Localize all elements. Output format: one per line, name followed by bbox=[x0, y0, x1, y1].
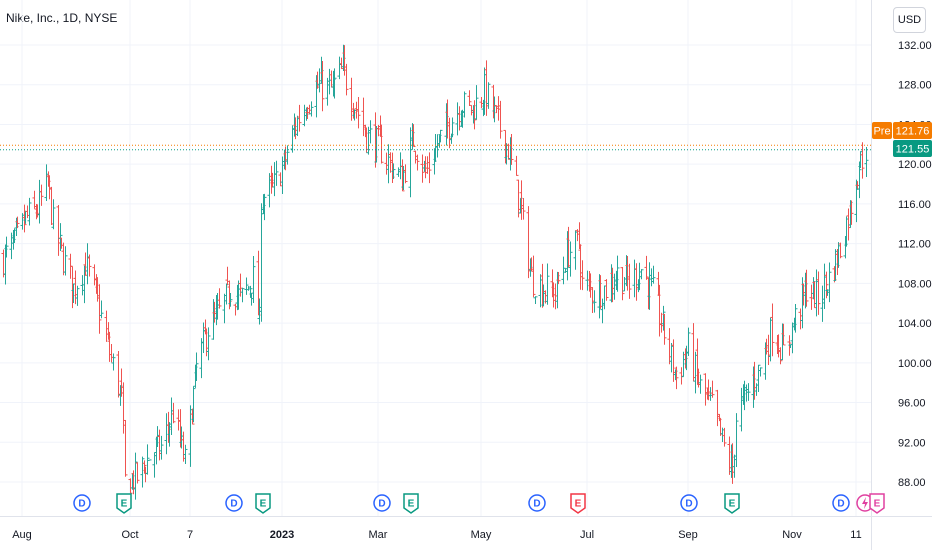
x-tick-label: 11 bbox=[850, 529, 861, 541]
lightning-icon bbox=[862, 497, 868, 509]
dividend-marker-icon[interactable] bbox=[680, 494, 698, 512]
dividend-marker-letter: D bbox=[230, 499, 237, 510]
y-tick-label: 132.00 bbox=[898, 40, 932, 52]
earnings-marker-icon[interactable] bbox=[869, 493, 885, 514]
y-tick-label: 104.00 bbox=[898, 318, 932, 330]
last-price-label: 121.55 bbox=[896, 144, 930, 156]
x-tick-label: Oct bbox=[121, 529, 138, 541]
dividend-marker-letter: D bbox=[837, 499, 844, 510]
currency-button[interactable]: USD bbox=[893, 7, 926, 33]
x-tick-label: Jul bbox=[580, 529, 594, 541]
y-tick-label: 92.00 bbox=[898, 437, 926, 449]
earnings-marker-letter: E bbox=[874, 499, 881, 510]
x-tick-label: 2023 bbox=[270, 529, 294, 541]
earnings-marker-letter: E bbox=[575, 499, 582, 510]
earnings-marker-icon[interactable] bbox=[116, 493, 132, 514]
dividend-marker-icon[interactable] bbox=[528, 494, 546, 512]
dividend-marker-icon[interactable] bbox=[225, 494, 243, 512]
dividend-marker-letter: D bbox=[685, 499, 692, 510]
pre-market-price-badge bbox=[893, 122, 932, 139]
dividend-marker-icon[interactable] bbox=[373, 494, 391, 512]
x-tick-label: May bbox=[471, 529, 492, 541]
earnings-marker-letter: E bbox=[729, 499, 736, 510]
earnings-marker-icon[interactable] bbox=[724, 493, 740, 514]
earnings-marker-letter: E bbox=[121, 499, 128, 510]
y-tick-label: 108.00 bbox=[898, 278, 932, 290]
pre-market-prefix: Pre bbox=[873, 126, 890, 138]
y-tick-label: 128.00 bbox=[898, 80, 932, 92]
y-tick-label: 100.00 bbox=[898, 358, 932, 370]
earnings-marker-icon[interactable] bbox=[570, 493, 586, 514]
y-tick-label: 88.00 bbox=[898, 477, 926, 489]
x-tick-label: Sep bbox=[678, 529, 698, 541]
pre-market-price-label: 121.76 bbox=[896, 126, 930, 138]
earnings-marker-icon[interactable] bbox=[255, 493, 271, 514]
y-tick-label: 112.00 bbox=[898, 239, 931, 251]
y-tick-label: 120.00 bbox=[898, 159, 932, 171]
y-tick-label: 96.00 bbox=[898, 398, 926, 410]
x-tick-label: Mar bbox=[369, 529, 388, 541]
x-tick-label: Nov bbox=[782, 529, 802, 541]
last-price-badge bbox=[893, 140, 932, 157]
dividend-marker-icon[interactable] bbox=[832, 494, 850, 512]
pre-market-prefix-badge bbox=[872, 122, 892, 139]
earnings-marker-letter: E bbox=[408, 499, 415, 510]
x-tick-label: Aug bbox=[12, 529, 32, 541]
dividend-marker-letter: D bbox=[533, 499, 540, 510]
earnings-marker-icon[interactable] bbox=[403, 493, 419, 514]
earnings-marker-letter: E bbox=[260, 499, 267, 510]
y-tick-label: 116.00 bbox=[898, 199, 931, 211]
x-tick-label: 7 bbox=[187, 529, 193, 541]
dividend-marker-letter: D bbox=[378, 499, 385, 510]
chart-title: Nike, Inc., 1D, NYSE bbox=[6, 11, 118, 25]
dividend-marker-letter: D bbox=[78, 499, 85, 510]
dividend-marker-icon[interactable] bbox=[73, 494, 91, 512]
